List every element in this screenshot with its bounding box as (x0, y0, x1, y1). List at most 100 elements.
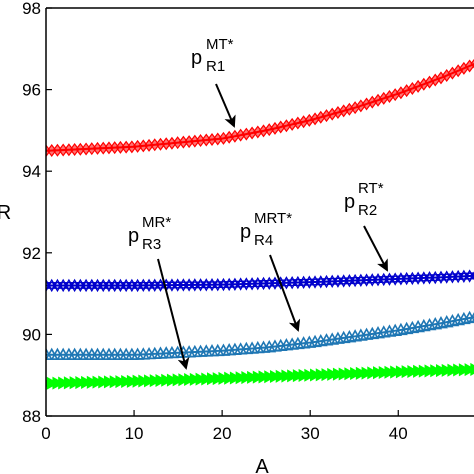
series-4-point (453, 363, 465, 377)
series-1-point (470, 58, 474, 69)
annotation-r2-sup: RT* (358, 180, 384, 197)
series-4-point (172, 373, 185, 387)
series-4-point (149, 374, 162, 388)
y-tick-label: 90 (22, 325, 41, 344)
series-4-point (298, 368, 311, 382)
series-4-point (235, 371, 248, 385)
series-4-point (178, 373, 191, 387)
x-tick-label: 30 (301, 424, 320, 443)
series-4-point (46, 376, 59, 390)
annotation-r4-main: p (240, 221, 251, 243)
series-4-point (189, 372, 202, 386)
series-4-point (424, 364, 437, 378)
series-4-point (413, 364, 425, 378)
series-4-point (224, 371, 236, 385)
series-4-point (98, 375, 110, 389)
y-axis-label: R (0, 202, 11, 224)
series-4-point (121, 374, 133, 389)
series-4-point (327, 367, 339, 381)
x-tick-label: 10 (125, 424, 144, 443)
series-4-point (350, 367, 362, 381)
series-4-point (258, 370, 271, 384)
series-4-point (109, 375, 122, 389)
series-4-point (63, 376, 76, 390)
series-4-point (161, 373, 173, 387)
series-4-point (252, 370, 265, 384)
series-4-point (144, 374, 156, 388)
series-4-point (384, 365, 397, 379)
series-4-point (52, 376, 65, 390)
series-4-point (458, 363, 471, 377)
series-4-point (430, 364, 442, 378)
annotation-r2-arrow (363, 225, 388, 272)
annotation-r1-sup: MT* (206, 36, 234, 53)
series-4-point (315, 368, 328, 382)
series-4-point (418, 364, 431, 378)
series-4-point (138, 374, 151, 388)
series-4-point (92, 375, 105, 389)
series-4-point (435, 364, 448, 378)
x-tick-label: 40 (389, 424, 408, 443)
series-4-point (218, 371, 231, 385)
series-4-point (184, 373, 196, 387)
series-4-point (264, 370, 276, 384)
series-4-point (447, 363, 460, 377)
series-4-point (441, 363, 454, 377)
series-4-point (332, 367, 345, 381)
series-4-point (321, 368, 334, 382)
series-4-point (378, 365, 391, 379)
series-4-point (195, 372, 208, 386)
series-4-point (338, 367, 351, 381)
series-4-point (58, 376, 70, 390)
annotation-r4-sub: R4 (254, 232, 273, 249)
y-tick-label: 88 (22, 407, 41, 426)
annotation-r1-arrow (215, 83, 236, 128)
annotation-r1: p MT* R1 (191, 36, 236, 128)
y-tick-label: 98 (22, 0, 41, 18)
series-4-point (287, 369, 299, 383)
annotation-r3: p MR* R3 (128, 214, 190, 370)
annotation-r1-main: p (191, 47, 202, 69)
annotation-r1-sub: R1 (206, 58, 225, 75)
annotation-r3-sub: R3 (142, 236, 161, 253)
series-4-point (401, 365, 414, 379)
series-4-point (470, 362, 474, 376)
series-4-point (281, 369, 294, 383)
series-4-point (395, 365, 408, 379)
series-4-point (212, 372, 225, 386)
series-4-point (407, 364, 420, 378)
series-4-point (86, 375, 99, 389)
series-4-point (126, 374, 139, 388)
series-4-point (310, 368, 322, 382)
series-4-point (155, 373, 168, 387)
series-4-point (201, 372, 214, 386)
annotation-r2-main: p (344, 191, 355, 213)
series-1 (46, 58, 474, 158)
series-4-point (367, 366, 380, 380)
series-4-point (69, 376, 82, 390)
series-4-point (355, 366, 368, 380)
annotation-r3-arrow (157, 258, 190, 370)
series-3 (46, 310, 474, 360)
annotation-r4: p MRT* R4 (240, 210, 301, 332)
plot-area (46, 58, 474, 390)
series-4-point (390, 365, 402, 379)
series-4-point (81, 375, 93, 389)
series-4-point (344, 367, 357, 381)
series-4-point (132, 374, 145, 388)
series-4-point (373, 366, 385, 380)
annotation-r3-sup: MR* (142, 214, 171, 231)
x-tick-label: 20 (213, 424, 232, 443)
series-4 (46, 362, 474, 390)
series-4-point (361, 366, 374, 380)
series-4-point (241, 371, 254, 385)
y-tick-label: 92 (22, 244, 41, 263)
annotation-r4-sup: MRT* (254, 210, 292, 227)
series-4-point (304, 368, 317, 382)
x-tick-label: 0 (41, 424, 50, 443)
annotation-r2-sub: R2 (358, 202, 377, 219)
annotation-r2: p RT* R2 (344, 180, 388, 272)
series-2-point (469, 271, 474, 281)
annotation-r3-main: p (128, 225, 139, 247)
series-4-point (229, 371, 242, 385)
